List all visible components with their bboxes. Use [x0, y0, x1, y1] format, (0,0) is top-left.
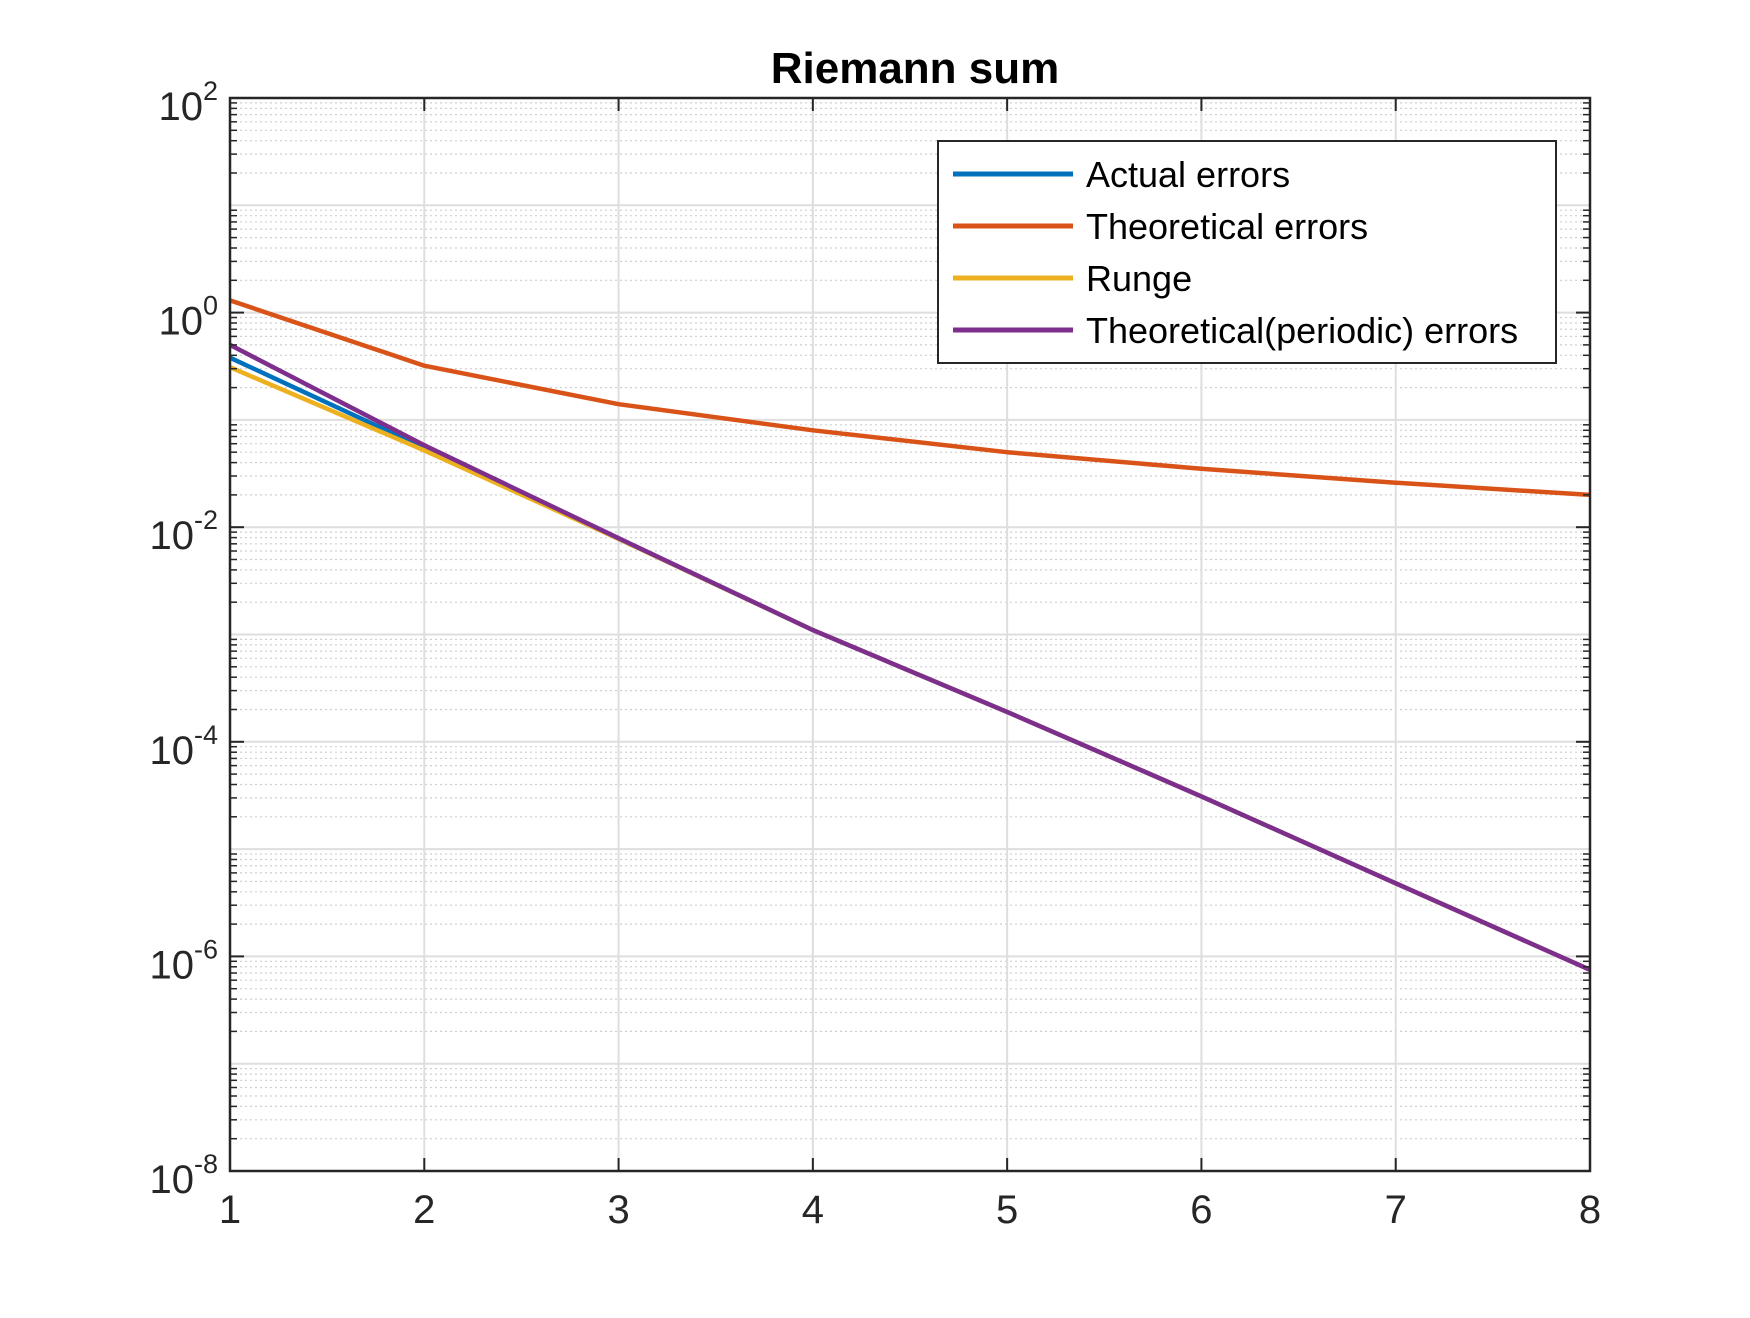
series-lines	[228, 298, 1591, 972]
y-tick-label: 10-2	[149, 505, 218, 558]
y-tick-base: 10	[149, 1158, 194, 1202]
y-tick-base: 10	[149, 514, 194, 558]
legend-label: Theoretical errors	[1086, 206, 1368, 247]
x-tick-label: 2	[413, 1188, 435, 1232]
legend-label: Actual errors	[1086, 154, 1290, 195]
series-line-theoretical-errors	[229, 298, 1591, 498]
chart-title: Riemann sum	[771, 44, 1060, 93]
legend-label: Runge	[1086, 258, 1192, 299]
y-tick-label: 10-6	[149, 934, 218, 987]
y-tick-label: 100	[158, 291, 218, 344]
y-tick-base: 10	[158, 300, 203, 344]
y-tick-base: 10	[149, 729, 194, 773]
y-tick-label: 10-8	[149, 1149, 218, 1202]
y-tick-label: 10-4	[149, 720, 218, 773]
legend: Actual errors Theoretical errors Runge Theo…	[937, 140, 1557, 364]
y-tick-exponent: -2	[194, 505, 218, 535]
x-tick-label: 4	[802, 1188, 824, 1232]
x-tick-label: 5	[996, 1188, 1018, 1232]
y-tick-exponent: 2	[203, 76, 218, 106]
y-tick-label: 102	[158, 76, 218, 129]
legend-label: Theoretical(periodic) errors	[1086, 310, 1518, 351]
y-tick-exponent: 0	[203, 291, 218, 321]
x-tick-label: 1	[219, 1188, 241, 1232]
legend-box	[937, 140, 1557, 364]
x-tick-label: 8	[1579, 1188, 1601, 1232]
y-tick-base: 10	[158, 85, 203, 129]
x-tick-label: 6	[1190, 1188, 1212, 1232]
y-tick-base: 10	[149, 943, 194, 987]
y-tick-exponent: -6	[194, 934, 218, 964]
y-tick-exponent: -4	[194, 720, 218, 750]
series-line-theoretical-periodic-errors	[228, 342, 1591, 972]
x-tick-label: 3	[607, 1188, 629, 1232]
y-tick-exponent: -8	[194, 1149, 218, 1179]
x-tick-label: 7	[1385, 1188, 1407, 1232]
axes-box	[228, 96, 1592, 1173]
